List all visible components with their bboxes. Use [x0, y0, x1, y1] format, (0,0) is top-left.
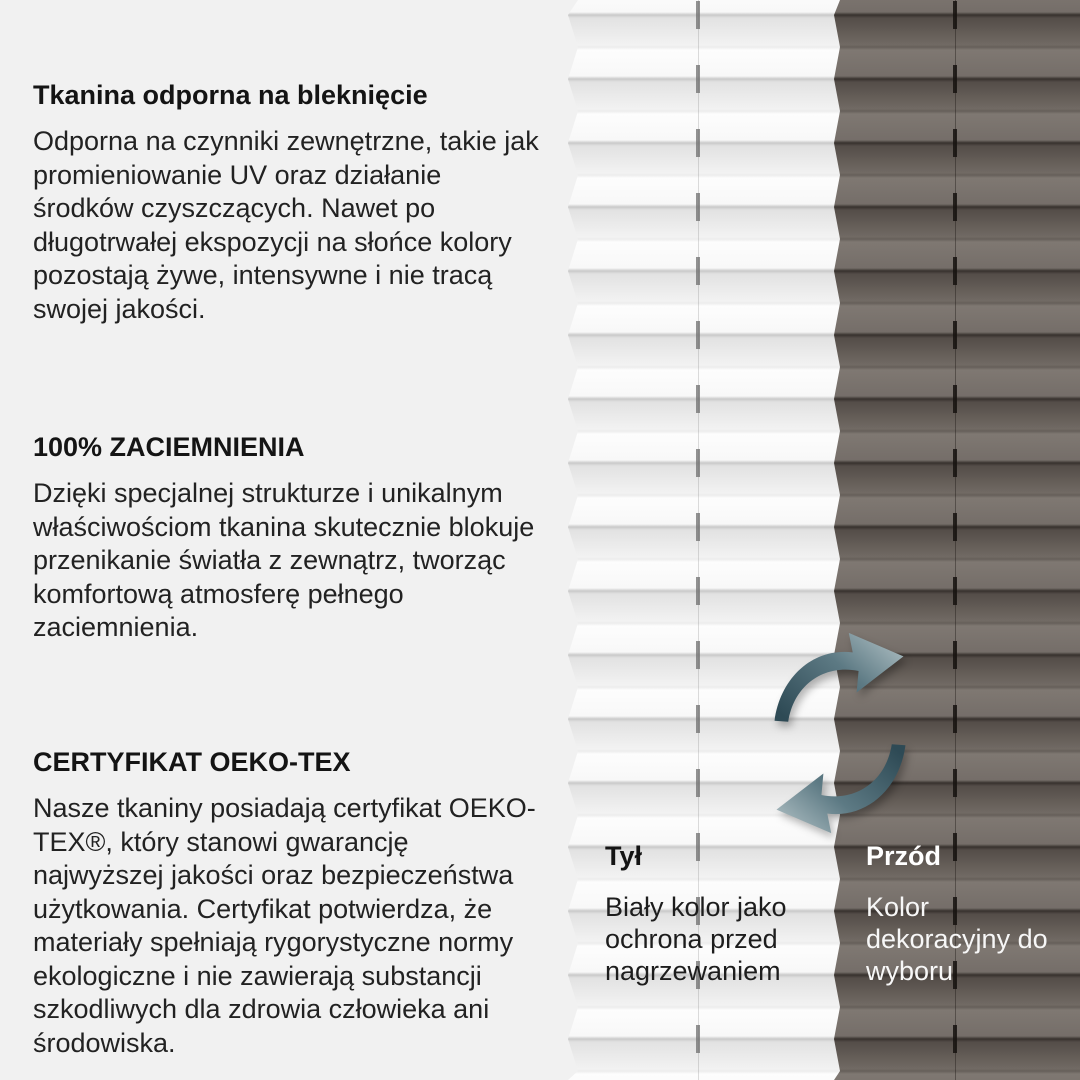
- arrow-top: [774, 632, 904, 722]
- section-heading: 100% ZACIEMNIENIA: [33, 432, 305, 462]
- fabric-back-white-pleats: [568, 0, 850, 1080]
- section-heading: Tkanina odporna na bleknięcie: [33, 80, 428, 110]
- front-side-label: Przód: [866, 841, 942, 871]
- back-side-caption: Biały kolor jako ochrona przed nagrzewan…: [605, 892, 787, 986]
- front-side-caption: Kolor dekoracyjny do wyboru: [866, 892, 1048, 986]
- section-body: Odporna na czynniki zewnętrzne, takie ja…: [33, 126, 539, 324]
- section-body: Dzięki specjalnej strukturze i unikalnym…: [33, 478, 535, 642]
- feature-text-column: Tkanina odporna na bleknięcie Odporna na…: [33, 0, 539, 1080]
- section-blackout: 100% ZACIEMNIENIA Dzięki specjalnej stru…: [33, 430, 539, 645]
- pleated-blind-photo: Tył Biały kolor jako ochrona przed nagrz…: [560, 0, 1080, 1080]
- section-oeko-tex-certificate: CERTYFIKAT OEKO-TEX Nasze tkaniny posiad…: [33, 745, 539, 1060]
- arrow-bottom: [776, 744, 906, 834]
- front-side-label-group: Przód Kolor dekoracyjny do wyboru: [866, 841, 1071, 987]
- fabric-front-dark-pleats: [834, 0, 1080, 1080]
- section-heading: CERTYFIKAT OEKO-TEX: [33, 747, 351, 777]
- section-body: Nasze tkaniny posiadają certyfikat OEKO-…: [33, 793, 536, 1058]
- back-side-label-group: Tył Biały kolor jako ochrona przed nagrz…: [605, 841, 845, 987]
- stitch-line-back: [696, 0, 700, 1080]
- section-fade-resistant-fabric: Tkanina odporna na bleknięcie Odporna na…: [33, 78, 539, 326]
- stitch-line-front: [953, 0, 957, 1080]
- back-side-label: Tył: [605, 841, 643, 871]
- rotate-arrows-icon: [774, 632, 906, 834]
